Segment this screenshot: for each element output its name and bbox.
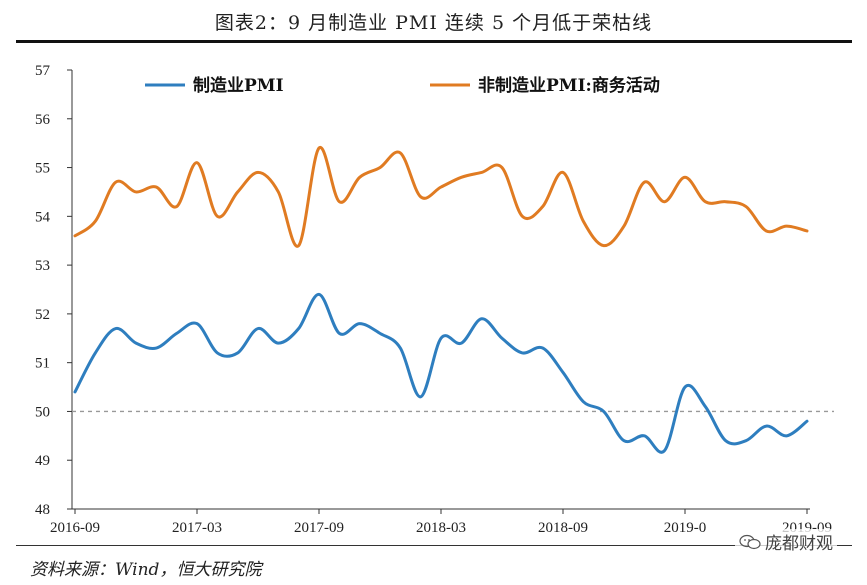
y-tick-label: 57 xyxy=(35,63,51,79)
legend-label: 制造业PMI xyxy=(193,75,284,96)
y-tick-label: 53 xyxy=(35,258,50,274)
y-tick-label: 54 xyxy=(35,209,51,225)
source-note: 资料来源：Wind，恒大研究院 xyxy=(30,560,262,580)
x-tick-label: 2016-09 xyxy=(50,520,100,536)
x-tick-label: 2017-03 xyxy=(172,520,222,536)
x-tick-label: 2019-0 xyxy=(664,520,707,536)
y-tick-label: 50 xyxy=(35,404,50,420)
wechat-icon xyxy=(739,534,761,549)
legend-label: 非制造业PMI:商务活动 xyxy=(478,75,660,96)
y-tick-label: 48 xyxy=(35,502,50,518)
footer-divider xyxy=(16,545,852,546)
series-line-non-manufacturing xyxy=(73,146,809,248)
pmi-line-chart: 48 49 50 51 52 53 54 55 56 57 2016-09 2017-03 2017-0… xyxy=(35,63,834,536)
x-tick-label: 2018-03 xyxy=(416,520,466,536)
x-tick-label: 2017-09 xyxy=(294,520,344,536)
y-tick-label: 52 xyxy=(35,307,50,323)
x-tick-label: 2018-09 xyxy=(538,520,588,536)
watermark: 庞都财观 xyxy=(735,529,837,554)
chart-title: 图表2：9 月制造业 PMI 连续 5 个月低于荣枯线 xyxy=(214,12,653,34)
y-tick-label: 55 xyxy=(35,161,50,177)
series-line-manufacturing xyxy=(73,292,809,454)
title-divider xyxy=(16,40,852,43)
legend: 制造业PMI 非制造业PMI:商务活动 xyxy=(145,75,660,96)
y-tick-label: 49 xyxy=(35,453,50,469)
y-tick-label: 56 xyxy=(35,112,51,128)
watermark-text: 庞都财观 xyxy=(765,534,833,554)
axes: 48 49 50 51 52 53 54 55 56 57 2016-09 2017-03 2017-0… xyxy=(35,63,832,536)
series-group xyxy=(73,146,809,454)
y-tick-label: 51 xyxy=(35,356,50,372)
